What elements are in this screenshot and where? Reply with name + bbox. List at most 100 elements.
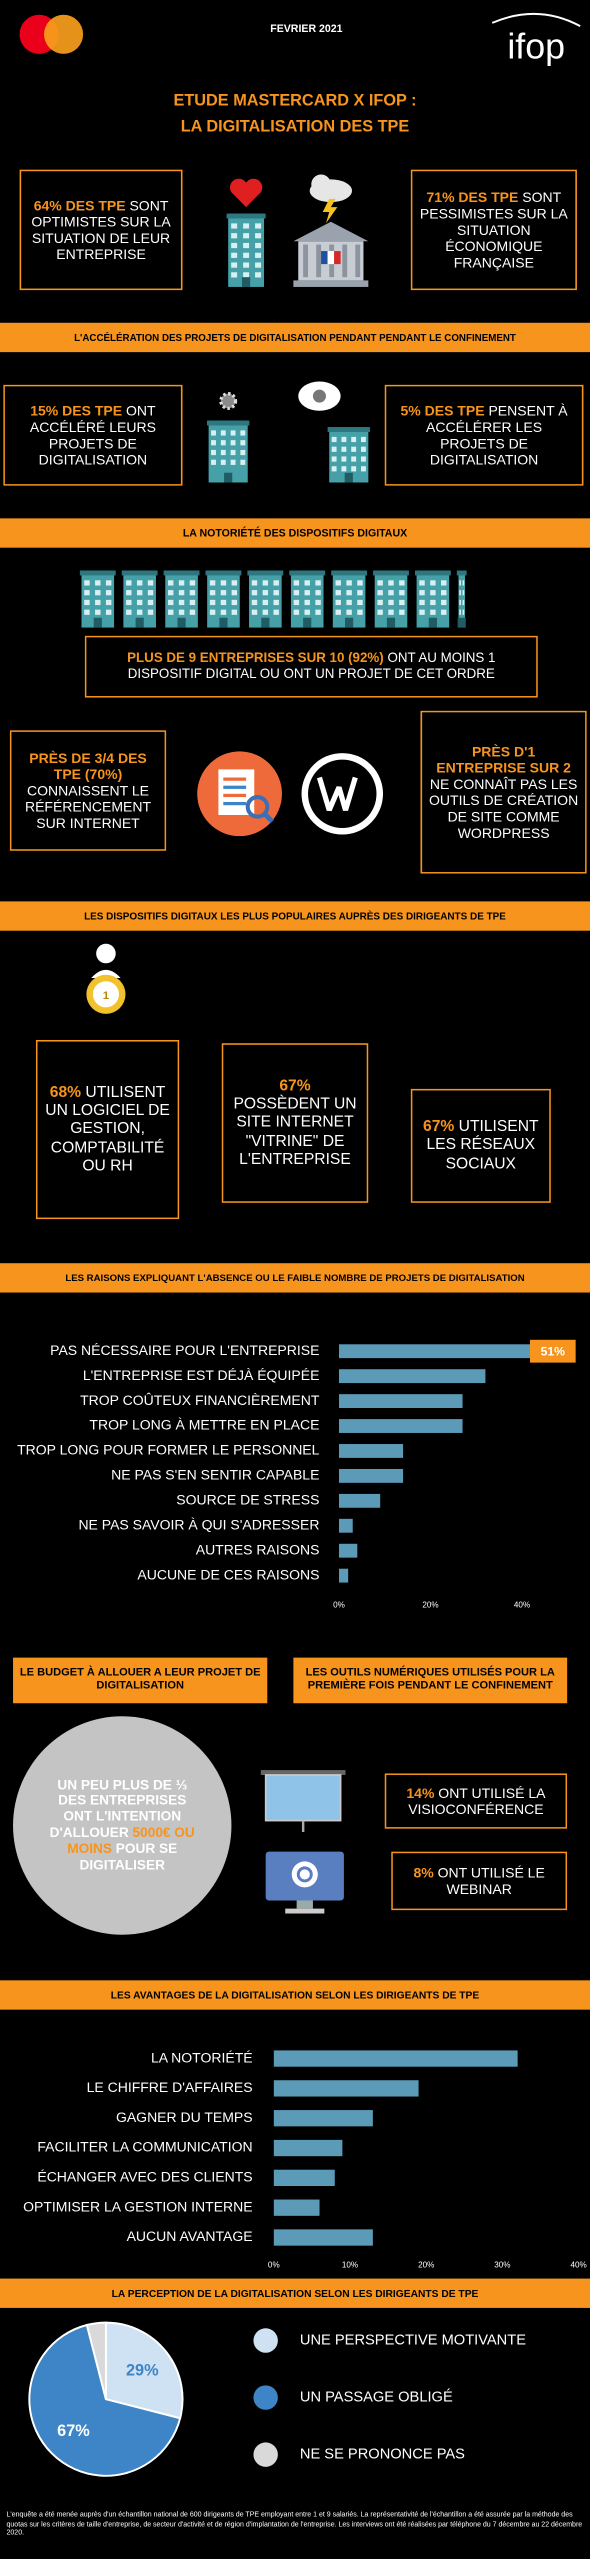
category-label: GAGNER DU TEMPS	[116, 2109, 253, 2125]
building-window	[255, 223, 262, 229]
cloud-icon	[311, 174, 331, 195]
building-window	[304, 599, 310, 606]
x-tick-label: 10%	[342, 2261, 358, 2270]
stat-frame: 68% UTILISENT UN LOGICIEL DE GESTION, CO…	[35, 1039, 180, 1220]
building-window	[189, 580, 196, 586]
category-label: LE CHIFFRE D'AFFAIRES	[87, 2079, 253, 2095]
building-window	[419, 580, 425, 586]
stat-box: 71% DES TPE SONT PESSIMISTES SUR LA SITU…	[410, 169, 577, 291]
stat-box: PRÈS D'1 ENTREPRISE SUR 2 NE CONNAÎT PAS…	[420, 710, 587, 874]
stat-frame: 67% POSSÈDENT UN SITE INTERNET "VITRINE"…	[221, 1043, 369, 1203]
heading-text: LE BUDGET À ALLOUER A LEUR PROJET DE DIG…	[19, 1667, 261, 1692]
stat-content: 15% DES TPE ONT ACCÉLÉRÉ LEURS PROJETS D…	[11, 402, 174, 467]
building-door	[177, 617, 186, 628]
building-window	[346, 590, 352, 596]
building-door	[224, 472, 233, 483]
building-window	[331, 456, 337, 462]
building-window	[388, 609, 394, 615]
stat-frame: 71% DES TPE SONT PESSIMISTES SUR LA SITU…	[410, 169, 577, 291]
building-window	[251, 590, 258, 596]
building-window	[231, 580, 238, 586]
bar	[273, 2110, 373, 2127]
category-label: L'ENTREPRISE EST DÉJÀ ÉQUIPÉE	[83, 1367, 320, 1383]
logo-orange	[44, 14, 84, 54]
building-window	[419, 599, 425, 606]
building-window	[220, 599, 227, 606]
banner	[0, 518, 590, 548]
bar	[339, 1493, 381, 1508]
budget-content: UN PEU PLUS DE ⅓ DES ENTREPRISES ONT L'I…	[49, 1776, 196, 1873]
building-window	[388, 590, 394, 596]
x-tick-label: 0%	[268, 2261, 280, 2270]
stat-text: SONT PESSIMISTES SUR LA SITUATION ÉCONOM…	[419, 188, 568, 271]
legend-label: NE SE PRONONCE PAS	[300, 2446, 465, 2462]
banner-text: LES RAISONS EXPLIQUANT L'ABSENCE OU LE F…	[65, 1273, 524, 1284]
building-door	[261, 617, 270, 628]
building-door	[386, 617, 396, 628]
building-window	[361, 436, 366, 443]
building-window	[211, 440, 216, 446]
stat-frame: 67% UTILISENT LES RÉSEAUX SOCIAUX	[410, 1088, 551, 1203]
medal-rank: 1	[103, 990, 110, 1002]
building-window	[243, 242, 250, 249]
building-window	[357, 609, 363, 615]
bar	[339, 1518, 353, 1533]
heading-box	[13, 1657, 268, 1704]
building-window	[331, 446, 337, 452]
stat-highlight: 67%	[279, 1077, 311, 1096]
building-window	[220, 449, 226, 456]
building-window	[273, 590, 279, 596]
building-window	[377, 599, 383, 606]
stat-box: 64% DES TPE SONT OPTIMISTES SUR LA SITUA…	[19, 169, 183, 291]
category-label: AUCUN AVANTAGE	[127, 2228, 253, 2244]
stat-text: ONT AU MOINS 1 DISPOSITIF DIGITAL OU ONT…	[127, 651, 496, 682]
building-window	[95, 599, 101, 606]
building-window	[341, 456, 347, 462]
building-window	[346, 580, 352, 586]
building-window	[147, 609, 154, 615]
stat-text: ONT UTILISÉ LE WEBINAR	[437, 1864, 545, 1898]
building-window	[167, 590, 174, 596]
building-roof	[289, 570, 326, 576]
banner	[0, 901, 590, 931]
building-window	[255, 233, 262, 239]
heading-frame: LE BUDGET À ALLOUER A LEUR PROJET DE DIG…	[13, 1658, 267, 1704]
heart-icon	[229, 178, 263, 208]
building-door	[242, 277, 251, 287]
building-window	[84, 580, 90, 586]
building-window	[351, 446, 357, 452]
building-window	[331, 466, 337, 472]
legend-swatch	[253, 2385, 278, 2410]
building-window	[255, 272, 262, 278]
building-window	[315, 580, 321, 586]
building-window	[231, 590, 238, 596]
building-window	[178, 590, 185, 596]
building-door	[345, 617, 354, 628]
building-window	[315, 609, 321, 615]
building-window	[95, 609, 101, 615]
stat-content: 8% ONT UTILISÉ LE WEBINAR	[399, 1865, 559, 1898]
footer: L'enquête a été menée auprès d'un échant…	[7, 2510, 583, 2536]
building-window	[231, 609, 238, 615]
building-window	[315, 590, 321, 596]
building-window	[441, 590, 447, 596]
building-window	[459, 590, 461, 596]
x-tick-label: 0%	[333, 1601, 345, 1610]
building-door	[135, 617, 144, 628]
title-line: LA DIGITALISATION DES TPE	[181, 118, 410, 136]
building-window	[230, 459, 236, 465]
building-window	[335, 580, 341, 586]
legend-label: UN PASSAGE OBLIGÉ	[300, 2388, 453, 2405]
building-window	[84, 599, 90, 606]
heading-box	[293, 1657, 568, 1704]
pie-slice	[28, 2323, 182, 2477]
building-window	[341, 466, 347, 472]
building-window	[335, 590, 341, 596]
seo-line	[223, 793, 247, 798]
virus-icon	[312, 389, 326, 403]
brand: ifop	[507, 26, 565, 66]
building-window	[243, 233, 250, 239]
building-window	[231, 262, 238, 268]
